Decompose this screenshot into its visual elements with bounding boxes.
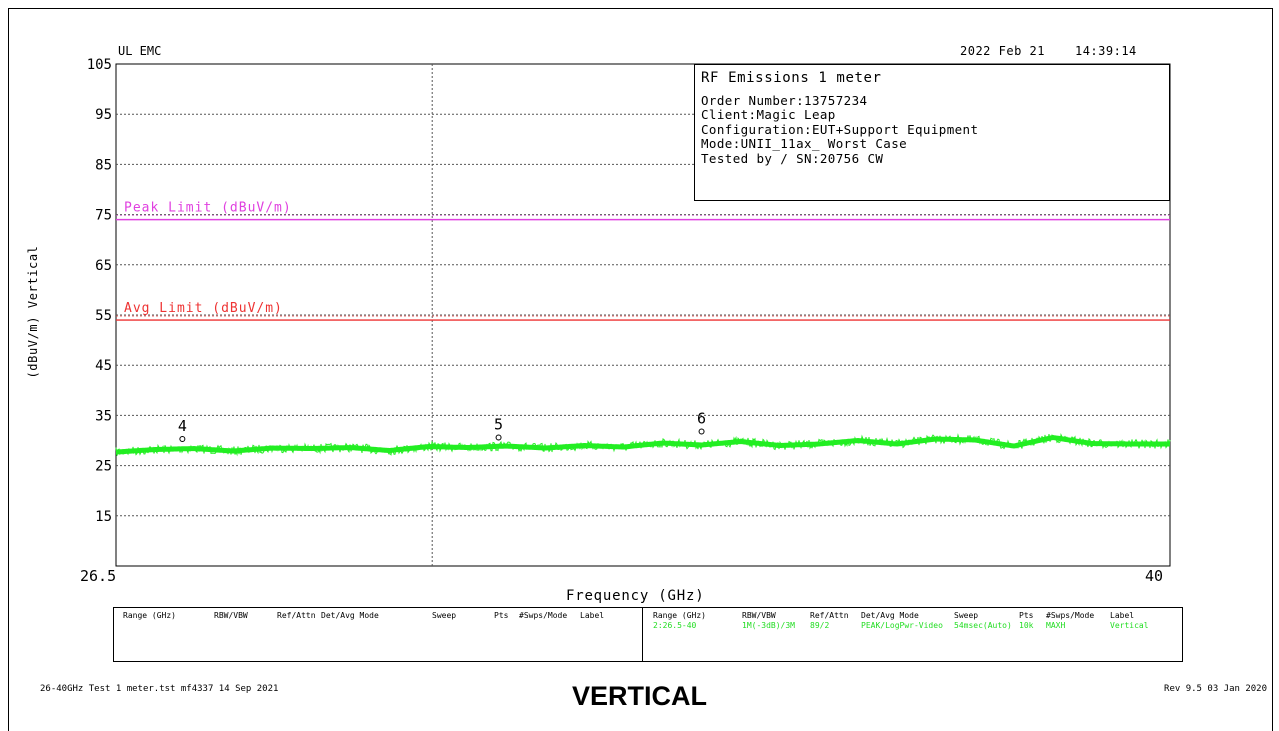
legend-h2-pts: Pts	[1019, 611, 1034, 620]
test-info-box: RF Emissions 1 meter Order Number:137572…	[694, 64, 1170, 201]
x-tick-min: 26.5	[80, 567, 117, 585]
legend-v-range: 2:26.5-40	[653, 621, 697, 630]
legend-col-sweep: Sweep 54msec(Auto)	[954, 611, 1012, 630]
legend-v-pts: 10k	[1019, 621, 1034, 630]
client: Client:Magic Leap	[701, 107, 836, 122]
limit-label-0: Peak Limit (dBuV/m)	[124, 201, 292, 216]
outer-frame	[8, 8, 1273, 731]
legend-h2-rbw: RBW/VBW	[742, 611, 776, 620]
legend-col-label: Label Vertical	[1110, 611, 1149, 630]
legend-v-label: Vertical	[1110, 621, 1149, 630]
legend-v-ref: 89/2	[810, 621, 830, 630]
peak-markers: 4 5 6	[178, 409, 706, 443]
legend-h-ref: Ref/Attn	[277, 611, 316, 620]
marker-point-5	[495, 434, 502, 441]
legend-col-range: Range (GHz) 2:26.5-40	[653, 611, 706, 630]
date: 2022 Feb 21	[960, 44, 1045, 58]
legend-col-rbw: RBW/VBW 1M(-3dB)/3M	[742, 611, 795, 630]
x-axis-label: Frequency (GHz)	[566, 588, 705, 604]
footer-test-file: 26-40GHz Test 1 meter.tst mf4337 14 Sep …	[40, 684, 279, 694]
limit-lines: Peak Limit (dBuV/m) Avg Limit (dBuV/m)	[116, 201, 1170, 321]
lab-name: UL EMC	[118, 44, 162, 58]
legend-h-label: Label	[580, 611, 605, 620]
legend-h2-swps: #Swps/Mode	[1046, 611, 1095, 620]
legend-col-pts: Pts 10k	[1019, 611, 1033, 630]
y-tick-label-85: 85	[95, 157, 112, 173]
legend-col-swps: #Swps/Mode MAXH	[1046, 611, 1094, 630]
legend-h2-ref: Ref/Attn	[810, 611, 849, 620]
marker-point-4	[179, 436, 186, 443]
legend-h2-det: Det/Avg Mode	[861, 611, 919, 620]
legend-divider	[642, 608, 643, 661]
footer-revision: Rev 9.5 03 Jan 2020	[1164, 684, 1267, 694]
legend-v-swps: MAXH	[1046, 621, 1066, 630]
marker-label-6: 6	[697, 409, 706, 427]
marker-label-4: 4	[178, 417, 187, 435]
legend-h-det: Det/Avg Mode	[321, 611, 379, 620]
y-tick-label-65: 65	[95, 258, 112, 274]
y-tick-label-55: 55	[95, 308, 112, 324]
legend-h-swps: #Swps/Mode	[519, 611, 568, 620]
configuration: Configuration:EUT+Support Equipment	[701, 121, 979, 137]
vertical-trace	[116, 434, 1170, 455]
legend-v-rbw: 1M(-3dB)/3M	[742, 621, 795, 630]
legend-v-sweep: 54msec(Auto)	[954, 621, 1012, 630]
legend-h-pts: Pts	[494, 611, 509, 620]
time: 14:39:14	[1074, 44, 1137, 58]
mode: Mode:UNII_11ax_ Worst Case	[701, 136, 908, 151]
legend-col-det: Det/Avg Mode PEAK/LogPwr-Video	[861, 611, 943, 630]
y-tick-label-35: 35	[95, 408, 112, 424]
legend-h-range: Range (GHz)	[123, 611, 176, 620]
marker-label-5: 5	[494, 416, 503, 434]
legend-h-rbw: RBW/VBW	[214, 611, 248, 620]
y-tick-labels: 105 95 85 75 65 55 45 35 25 15	[87, 57, 112, 525]
chart-title: RF Emissions 1 meter	[701, 70, 882, 86]
y-tick-label-105: 105	[87, 57, 112, 73]
y-tick-label-15: 15	[95, 509, 112, 525]
sweep-legend-table: Range (GHz) RBW/VBW Ref/Attn Det/Avg Mod…	[113, 607, 1183, 662]
limit-label-1: Avg Limit (dBuV/m)	[124, 301, 283, 316]
marker-point-6	[698, 428, 705, 435]
legend-h2-range: Range (GHz)	[653, 611, 706, 620]
tested-by: Tested by / SN:20756 CW	[701, 150, 884, 166]
timestamp: 2022 Feb 21 14:39:14	[960, 44, 1167, 58]
y-tick-label-75: 75	[95, 208, 112, 224]
y-tick-label-95: 95	[95, 107, 112, 123]
y-axis-label: (dBuV/m) Vertical	[26, 245, 40, 379]
legend-v-det: PEAK/LogPwr-Video	[861, 621, 943, 630]
legend-h2-sweep: Sweep	[954, 611, 979, 620]
vertical-trace-noise	[115, 432, 1171, 457]
legend-h-sweep: Sweep	[432, 611, 457, 620]
polarization-caption: VERTICAL	[572, 681, 707, 711]
order-number: Order Number:13757234	[701, 92, 868, 108]
y-tick-label-45: 45	[95, 358, 112, 374]
x-tick-max: 40	[1145, 567, 1164, 585]
legend-h2-label: Label	[1110, 611, 1135, 620]
y-tick-label-25: 25	[95, 459, 112, 475]
legend-col-ref: Ref/Attn 89/2	[810, 611, 849, 630]
